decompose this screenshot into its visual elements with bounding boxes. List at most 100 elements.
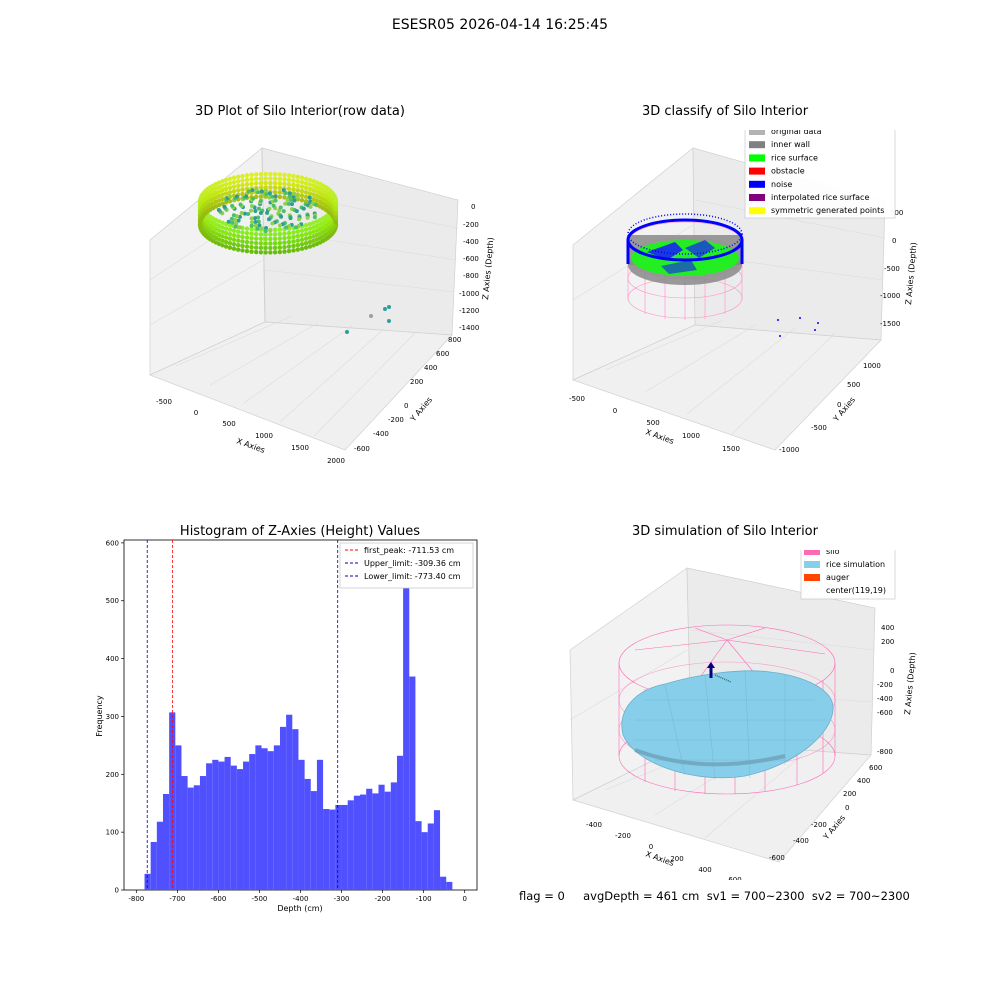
- raw-point: [230, 203, 235, 208]
- x-axis-label: X Axies: [644, 427, 675, 446]
- z-tick-label: -600: [463, 255, 479, 263]
- z-tick-label: -1000: [459, 290, 479, 298]
- raw-point: [234, 194, 239, 199]
- raw-point: [263, 236, 268, 242]
- raw-point: [258, 211, 263, 216]
- raw-point: [286, 201, 291, 206]
- raw-point: [233, 224, 238, 229]
- raw-point: [277, 185, 283, 191]
- noise-point: [817, 322, 819, 324]
- raw-point: [272, 236, 278, 242]
- raw-point: [235, 238, 241, 243]
- y-tick-label: 100: [106, 829, 119, 837]
- raw-point: [223, 177, 229, 183]
- x-tick-label: -100: [416, 895, 432, 903]
- legend-swatch: [749, 180, 765, 188]
- raw-point: [244, 173, 250, 178]
- raw-point: [303, 227, 309, 232]
- raw-point: [268, 180, 273, 186]
- raw-point: [291, 194, 296, 199]
- raw-point: [235, 229, 241, 234]
- histogram-bar: [396, 755, 404, 890]
- raw-point: [283, 201, 288, 206]
- raw-point: [295, 174, 301, 180]
- legend-label: interpolated rice surface: [771, 193, 869, 202]
- raw-point: [263, 232, 268, 237]
- y-tick-label: 0: [837, 401, 841, 409]
- raw-point: [307, 226, 313, 231]
- raw-point: [263, 176, 268, 181]
- histogram-bar: [446, 881, 453, 890]
- simulation-z-ticks: 400 200 0 -200 -400 -600 -800: [877, 624, 894, 756]
- histogram-bar: [249, 754, 256, 890]
- raw-z-ticks: 0 -200 -400 -600 -800 -1000 -1200 -1400: [459, 203, 479, 332]
- raw-point: [311, 220, 316, 226]
- simulation-x-ticks: -400 -200 0 200 400 600: [586, 821, 742, 880]
- raw-point: [266, 217, 271, 222]
- raw-point: [277, 227, 283, 232]
- raw-point: [230, 220, 235, 225]
- x-axis-label: X Axies: [644, 849, 675, 868]
- raw-point: [270, 194, 275, 199]
- raw-point: [231, 213, 236, 218]
- x-tick-label: 0: [613, 407, 617, 415]
- z-tick-label: -500: [884, 265, 900, 273]
- classify-legend: original data inner wall rice surface obsta…: [744, 130, 896, 219]
- z-tick-label: -1400: [459, 324, 479, 332]
- y-tick-label: 200: [106, 771, 119, 779]
- raw-point: [231, 228, 237, 233]
- z-tick-label: 400: [881, 624, 894, 632]
- raw-point: [244, 248, 250, 254]
- raw-point: [277, 176, 283, 182]
- histogram-bar: [384, 791, 391, 890]
- raw-point: [244, 230, 250, 236]
- histogram-bar: [156, 821, 163, 890]
- raw-point: [258, 171, 264, 177]
- raw-point: [246, 211, 251, 216]
- y-tick-label: 0: [404, 402, 408, 410]
- raw-point: [303, 194, 309, 199]
- x-tick-label: 0: [649, 843, 653, 851]
- raw-point: [235, 247, 241, 252]
- z-tick-label: -800: [877, 748, 893, 756]
- raw-point: [273, 198, 278, 203]
- raw-point: [223, 182, 229, 187]
- histogram-bar: [230, 765, 237, 890]
- x-axis-label: Depth (cm): [277, 904, 322, 913]
- raw-point: [286, 230, 292, 236]
- raw-point: [227, 232, 233, 237]
- y-tick-label: -600: [769, 854, 785, 862]
- raw-point: [313, 202, 318, 207]
- y-tick-label: 1000: [863, 362, 881, 370]
- raw-point: [311, 229, 316, 235]
- raw-point: [264, 192, 269, 197]
- raw-point: [281, 209, 286, 214]
- raw-point: [268, 228, 273, 233]
- z-tick-label: -200: [877, 681, 893, 689]
- histogram-bar: [347, 800, 354, 890]
- raw-point: [286, 248, 292, 254]
- raw-point: [299, 246, 305, 251]
- histogram-bar: [218, 761, 225, 890]
- z-tick-label: -800: [463, 272, 479, 280]
- raw-point: [307, 177, 313, 183]
- raw-y-ticks: -600 -400 -200 0 200 400 600 800: [354, 336, 461, 453]
- raw-point: [220, 234, 225, 239]
- legend-label: auger: [826, 573, 850, 582]
- auger-marker: [707, 662, 732, 683]
- raw-point: [272, 176, 278, 181]
- histogram-bar: [366, 788, 373, 890]
- raw-point: [314, 237, 320, 242]
- raw-point: [234, 221, 239, 226]
- raw-point: [253, 181, 259, 186]
- raw-point: [220, 192, 225, 197]
- raw-point: [289, 202, 294, 207]
- z-tick-label: 0: [892, 237, 896, 245]
- histogram-legend: first_peak: -711.53 cm Upper_limit: -309.…: [339, 542, 474, 589]
- raw-point: [235, 174, 241, 180]
- raw-point: [311, 234, 316, 239]
- raw-point: [282, 231, 287, 236]
- raw-point: [303, 241, 309, 246]
- raw-point: [259, 226, 264, 231]
